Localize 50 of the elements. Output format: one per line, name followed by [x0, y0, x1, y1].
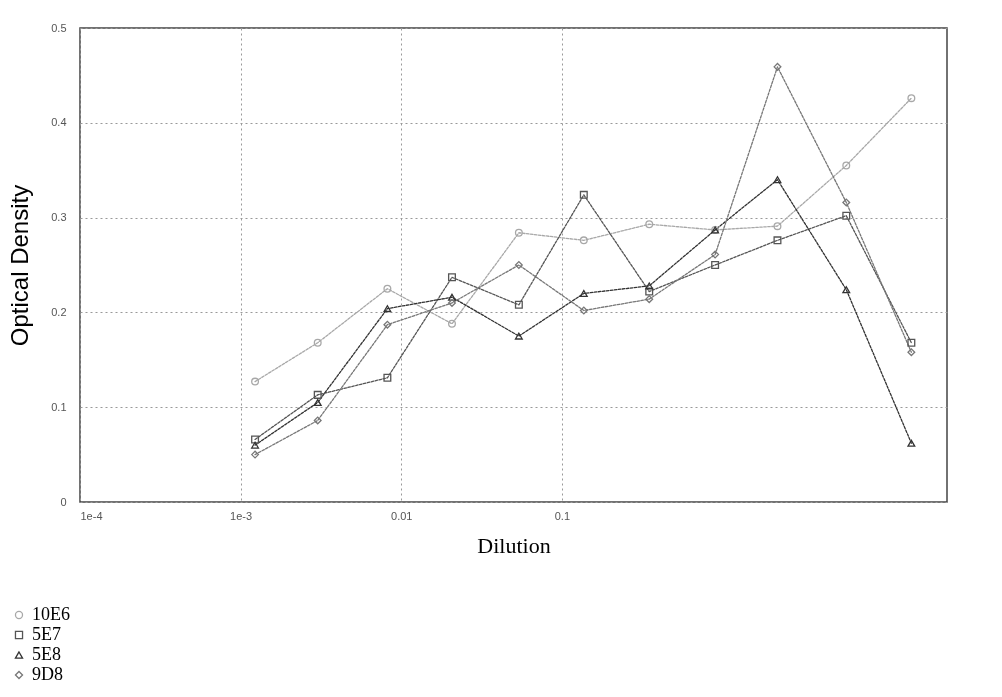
legend-label: 5E7 — [32, 624, 61, 644]
point — [447, 298, 456, 307]
point — [645, 220, 654, 229]
x-tick-label: 0.01 — [391, 509, 413, 522]
y-axis-title: Optical Density — [6, 184, 34, 347]
legend-label: 9D8 — [32, 664, 63, 684]
point — [251, 450, 260, 459]
point — [514, 261, 523, 269]
point — [251, 435, 260, 444]
point — [579, 289, 588, 297]
point — [842, 211, 851, 220]
y-tick-label: 0.2 — [51, 305, 67, 318]
point — [842, 286, 851, 294]
point — [711, 261, 720, 269]
point — [907, 94, 916, 103]
y-tick-label: 0.4 — [51, 116, 67, 129]
point — [579, 190, 588, 199]
point — [645, 295, 654, 304]
y-tick-label: 0 — [60, 495, 67, 508]
x-tick-label: 1e-4 — [80, 509, 103, 522]
legend-label: 5E8 — [32, 644, 61, 664]
point — [251, 441, 260, 449]
point — [579, 236, 588, 245]
point — [251, 377, 260, 386]
point — [447, 319, 456, 328]
point — [842, 198, 851, 207]
point — [645, 287, 654, 296]
point — [645, 282, 654, 290]
point — [579, 306, 588, 315]
point — [907, 439, 916, 447]
point — [383, 305, 392, 313]
point — [907, 348, 916, 357]
y-tick-label: 0.1 — [51, 400, 67, 413]
point — [514, 300, 523, 309]
point — [447, 293, 456, 301]
point — [383, 284, 392, 293]
point — [514, 332, 523, 340]
point — [383, 320, 392, 329]
point — [842, 161, 851, 170]
point — [711, 250, 720, 259]
point — [907, 338, 916, 347]
x-tick-label: 1e-3 — [230, 509, 253, 522]
x-axis-title: Dilution — [477, 532, 551, 558]
y-tick-label: 0.5 — [51, 21, 67, 34]
legend-label: 10E6 — [32, 604, 70, 624]
point — [514, 228, 523, 237]
x-tick-label: 0.1 — [554, 509, 570, 522]
point — [447, 273, 456, 282]
y-tick-label: 0.3 — [51, 211, 67, 224]
point — [383, 373, 392, 382]
